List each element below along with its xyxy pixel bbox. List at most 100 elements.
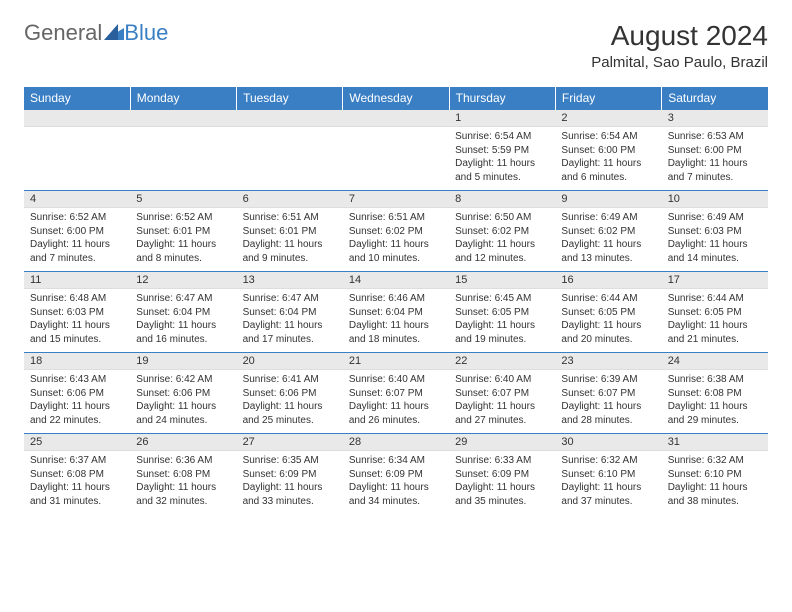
day-number: 16	[555, 272, 661, 289]
day-number: 30	[555, 434, 661, 451]
day-body: Sunrise: 6:48 AMSunset: 6:03 PMDaylight:…	[24, 289, 130, 352]
sunrise-text: Sunrise: 6:54 AM	[561, 130, 655, 144]
day-body: Sunrise: 6:43 AMSunset: 6:06 PMDaylight:…	[24, 370, 130, 433]
day-body: Sunrise: 6:34 AMSunset: 6:09 PMDaylight:…	[343, 451, 449, 514]
day-number: 10	[662, 191, 768, 208]
day-body: Sunrise: 6:37 AMSunset: 6:08 PMDaylight:…	[24, 451, 130, 514]
day-body: Sunrise: 6:35 AMSunset: 6:09 PMDaylight:…	[237, 451, 343, 514]
sunset-text: Sunset: 6:00 PM	[668, 144, 762, 158]
day-body: Sunrise: 6:52 AMSunset: 6:00 PMDaylight:…	[24, 208, 130, 271]
day-cell: 25Sunrise: 6:37 AMSunset: 6:08 PMDayligh…	[24, 434, 130, 515]
sunrise-text: Sunrise: 6:50 AM	[455, 211, 549, 225]
daylight-text: Daylight: 11 hours and 31 minutes.	[30, 481, 124, 508]
day-cell: 16Sunrise: 6:44 AMSunset: 6:05 PMDayligh…	[555, 272, 661, 353]
day-body: Sunrise: 6:50 AMSunset: 6:02 PMDaylight:…	[449, 208, 555, 271]
sunrise-text: Sunrise: 6:49 AM	[561, 211, 655, 225]
day-body: Sunrise: 6:49 AMSunset: 6:03 PMDaylight:…	[662, 208, 768, 271]
header: General Blue August 2024 Palmital, Sao P…	[24, 20, 768, 71]
sunrise-text: Sunrise: 6:40 AM	[349, 373, 443, 387]
day-body: Sunrise: 6:51 AMSunset: 6:01 PMDaylight:…	[237, 208, 343, 271]
day-number: 4	[24, 191, 130, 208]
daylight-text: Daylight: 11 hours and 34 minutes.	[349, 481, 443, 508]
sunrise-text: Sunrise: 6:47 AM	[243, 292, 337, 306]
day-body: Sunrise: 6:32 AMSunset: 6:10 PMDaylight:…	[662, 451, 768, 514]
sunrise-text: Sunrise: 6:53 AM	[668, 130, 762, 144]
day-body: Sunrise: 6:40 AMSunset: 6:07 PMDaylight:…	[343, 370, 449, 433]
day-body: Sunrise: 6:54 AMSunset: 6:00 PMDaylight:…	[555, 127, 661, 190]
sunset-text: Sunset: 6:07 PM	[349, 387, 443, 401]
daylight-text: Daylight: 11 hours and 14 minutes.	[668, 238, 762, 265]
sunset-text: Sunset: 6:07 PM	[455, 387, 549, 401]
sunset-text: Sunset: 6:04 PM	[243, 306, 337, 320]
week-row: 1Sunrise: 6:54 AMSunset: 5:59 PMDaylight…	[24, 110, 768, 191]
sunrise-text: Sunrise: 6:41 AM	[243, 373, 337, 387]
sunset-text: Sunset: 6:03 PM	[668, 225, 762, 239]
sunset-text: Sunset: 6:02 PM	[561, 225, 655, 239]
daylight-text: Daylight: 11 hours and 7 minutes.	[668, 157, 762, 184]
day-number	[130, 110, 236, 127]
sunset-text: Sunset: 6:00 PM	[561, 144, 655, 158]
day-number: 22	[449, 353, 555, 370]
day-header: Saturday	[662, 87, 768, 110]
day-cell: 28Sunrise: 6:34 AMSunset: 6:09 PMDayligh…	[343, 434, 449, 515]
day-number: 7	[343, 191, 449, 208]
day-number: 8	[449, 191, 555, 208]
daylight-text: Daylight: 11 hours and 38 minutes.	[668, 481, 762, 508]
day-cell: 29Sunrise: 6:33 AMSunset: 6:09 PMDayligh…	[449, 434, 555, 515]
sunrise-text: Sunrise: 6:32 AM	[668, 454, 762, 468]
day-cell	[343, 110, 449, 191]
day-number	[237, 110, 343, 127]
sunset-text: Sunset: 6:03 PM	[30, 306, 124, 320]
week-row: 4Sunrise: 6:52 AMSunset: 6:00 PMDaylight…	[24, 191, 768, 272]
day-cell: 30Sunrise: 6:32 AMSunset: 6:10 PMDayligh…	[555, 434, 661, 515]
day-body	[130, 127, 236, 183]
day-body: Sunrise: 6:47 AMSunset: 6:04 PMDaylight:…	[130, 289, 236, 352]
day-cell: 14Sunrise: 6:46 AMSunset: 6:04 PMDayligh…	[343, 272, 449, 353]
logo-icon	[104, 20, 124, 46]
day-number: 24	[662, 353, 768, 370]
sunrise-text: Sunrise: 6:47 AM	[136, 292, 230, 306]
sunset-text: Sunset: 6:02 PM	[349, 225, 443, 239]
sunrise-text: Sunrise: 6:43 AM	[30, 373, 124, 387]
day-cell	[24, 110, 130, 191]
day-cell: 20Sunrise: 6:41 AMSunset: 6:06 PMDayligh…	[237, 353, 343, 434]
sunrise-text: Sunrise: 6:33 AM	[455, 454, 549, 468]
sunrise-text: Sunrise: 6:45 AM	[455, 292, 549, 306]
day-number: 17	[662, 272, 768, 289]
sunrise-text: Sunrise: 6:35 AM	[243, 454, 337, 468]
daylight-text: Daylight: 11 hours and 33 minutes.	[243, 481, 337, 508]
sunset-text: Sunset: 6:04 PM	[136, 306, 230, 320]
sunrise-text: Sunrise: 6:34 AM	[349, 454, 443, 468]
sunrise-text: Sunrise: 6:32 AM	[561, 454, 655, 468]
daylight-text: Daylight: 11 hours and 21 minutes.	[668, 319, 762, 346]
sunrise-text: Sunrise: 6:49 AM	[668, 211, 762, 225]
day-body: Sunrise: 6:44 AMSunset: 6:05 PMDaylight:…	[555, 289, 661, 352]
month-title: August 2024	[591, 20, 768, 52]
sunset-text: Sunset: 6:06 PM	[243, 387, 337, 401]
sunrise-text: Sunrise: 6:46 AM	[349, 292, 443, 306]
sunset-text: Sunset: 6:09 PM	[349, 468, 443, 482]
sunrise-text: Sunrise: 6:51 AM	[243, 211, 337, 225]
sunrise-text: Sunrise: 6:42 AM	[136, 373, 230, 387]
day-number: 1	[449, 110, 555, 127]
day-number: 25	[24, 434, 130, 451]
day-cell: 12Sunrise: 6:47 AMSunset: 6:04 PMDayligh…	[130, 272, 236, 353]
day-cell: 7Sunrise: 6:51 AMSunset: 6:02 PMDaylight…	[343, 191, 449, 272]
day-body: Sunrise: 6:49 AMSunset: 6:02 PMDaylight:…	[555, 208, 661, 271]
daylight-text: Daylight: 11 hours and 6 minutes.	[561, 157, 655, 184]
logo-text-1: General	[24, 20, 102, 46]
sunrise-text: Sunrise: 6:51 AM	[349, 211, 443, 225]
daylight-text: Daylight: 11 hours and 25 minutes.	[243, 400, 337, 427]
day-number: 23	[555, 353, 661, 370]
day-cell: 8Sunrise: 6:50 AMSunset: 6:02 PMDaylight…	[449, 191, 555, 272]
day-cell: 21Sunrise: 6:40 AMSunset: 6:07 PMDayligh…	[343, 353, 449, 434]
day-number: 3	[662, 110, 768, 127]
sunrise-text: Sunrise: 6:37 AM	[30, 454, 124, 468]
day-number	[343, 110, 449, 127]
daylight-text: Daylight: 11 hours and 24 minutes.	[136, 400, 230, 427]
day-number: 15	[449, 272, 555, 289]
daylight-text: Daylight: 11 hours and 32 minutes.	[136, 481, 230, 508]
sunset-text: Sunset: 6:09 PM	[243, 468, 337, 482]
calendar-page: General Blue August 2024 Palmital, Sao P…	[0, 0, 792, 534]
day-body: Sunrise: 6:53 AMSunset: 6:00 PMDaylight:…	[662, 127, 768, 190]
